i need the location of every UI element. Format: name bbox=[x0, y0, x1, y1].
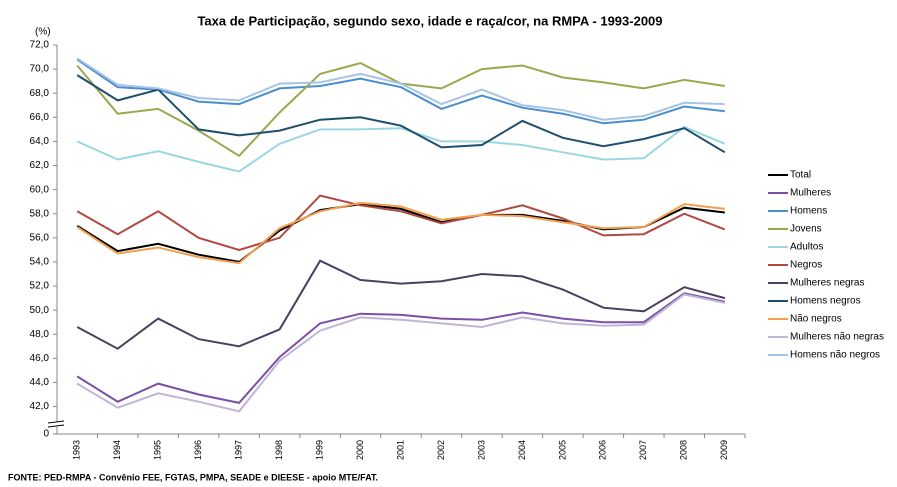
chart-title: Taxa de Participação, segundo sexo, idad… bbox=[197, 13, 662, 28]
y-tick-label: 62,0 bbox=[30, 160, 50, 171]
y-tick-label: 68,0 bbox=[30, 88, 50, 99]
y-tick-label: 66,0 bbox=[30, 112, 50, 123]
y-tick-label: 46,0 bbox=[30, 353, 50, 364]
x-tick-label: 2009 bbox=[719, 440, 729, 460]
y-tick-label: 58,0 bbox=[30, 208, 50, 219]
y-tick-label: 70,0 bbox=[30, 64, 50, 75]
y-tick-label: 54,0 bbox=[30, 257, 50, 268]
legend-label: Homens negros bbox=[790, 296, 861, 307]
x-tick-label: 2000 bbox=[355, 440, 365, 460]
x-tick-label: 1994 bbox=[112, 440, 122, 460]
x-tick-label: 2004 bbox=[517, 440, 527, 460]
x-tick-label: 1995 bbox=[153, 440, 163, 460]
x-tick-label: 2008 bbox=[679, 440, 689, 460]
y-tick-label: 72,0 bbox=[30, 40, 50, 51]
x-tick-label: 1998 bbox=[274, 440, 284, 460]
series-line bbox=[76, 125, 726, 173]
x-tick-label: 1997 bbox=[233, 440, 243, 460]
x-tick-label: 2006 bbox=[598, 440, 608, 460]
source-note: FONTE: PED-RMPA - Convênio FEE, FGTAS, P… bbox=[8, 472, 378, 482]
axis-break bbox=[49, 422, 65, 427]
y-axis-label: (%) bbox=[35, 27, 51, 38]
series-line bbox=[76, 292, 726, 404]
y-tick-label: 52,0 bbox=[30, 281, 50, 292]
series-line bbox=[76, 293, 726, 413]
axis-break bbox=[47, 420, 65, 424]
x-tick-label: 1993 bbox=[72, 440, 82, 460]
y-tick-label: 44,0 bbox=[30, 377, 50, 388]
y-tick-label: 56,0 bbox=[30, 232, 50, 243]
series-line bbox=[76, 57, 725, 121]
legend-label: Total bbox=[790, 170, 811, 181]
series-line bbox=[76, 259, 726, 350]
y-tick-label: 60,0 bbox=[30, 184, 50, 195]
legend-label: Jovens bbox=[790, 224, 822, 235]
x-tick-label: 2005 bbox=[557, 440, 567, 460]
series-line bbox=[76, 194, 726, 251]
legend-label: Mulheres negras bbox=[790, 278, 864, 289]
y-tick-label: 42,0 bbox=[30, 401, 50, 412]
x-tick-label: 2007 bbox=[638, 440, 648, 460]
legend-label: Não negros bbox=[790, 314, 842, 325]
legend-label: Mulheres bbox=[790, 188, 831, 199]
legend-label: Homens não negros bbox=[790, 350, 880, 361]
x-tick-label: 2003 bbox=[476, 440, 486, 460]
series-line bbox=[76, 74, 726, 154]
x-tick-label: 1999 bbox=[314, 440, 324, 460]
series-line bbox=[76, 58, 725, 125]
legend-label: Negros bbox=[790, 260, 822, 271]
axis-break bbox=[47, 424, 65, 428]
legend-label: Homens bbox=[790, 206, 827, 217]
x-tick-label: 1996 bbox=[193, 440, 203, 460]
x-tick-label: 2002 bbox=[436, 440, 446, 460]
y-tick-label: 48,0 bbox=[30, 329, 50, 340]
y-tick-label: 50,0 bbox=[30, 305, 50, 316]
legend-label: Adultos bbox=[790, 242, 823, 253]
y-tick-label: 0 bbox=[43, 429, 49, 440]
y-tick-label: 64,0 bbox=[30, 136, 50, 147]
x-tick-label: 2001 bbox=[395, 440, 405, 460]
legend-label: Mulheres não negras bbox=[790, 332, 884, 343]
series-line bbox=[76, 201, 725, 265]
